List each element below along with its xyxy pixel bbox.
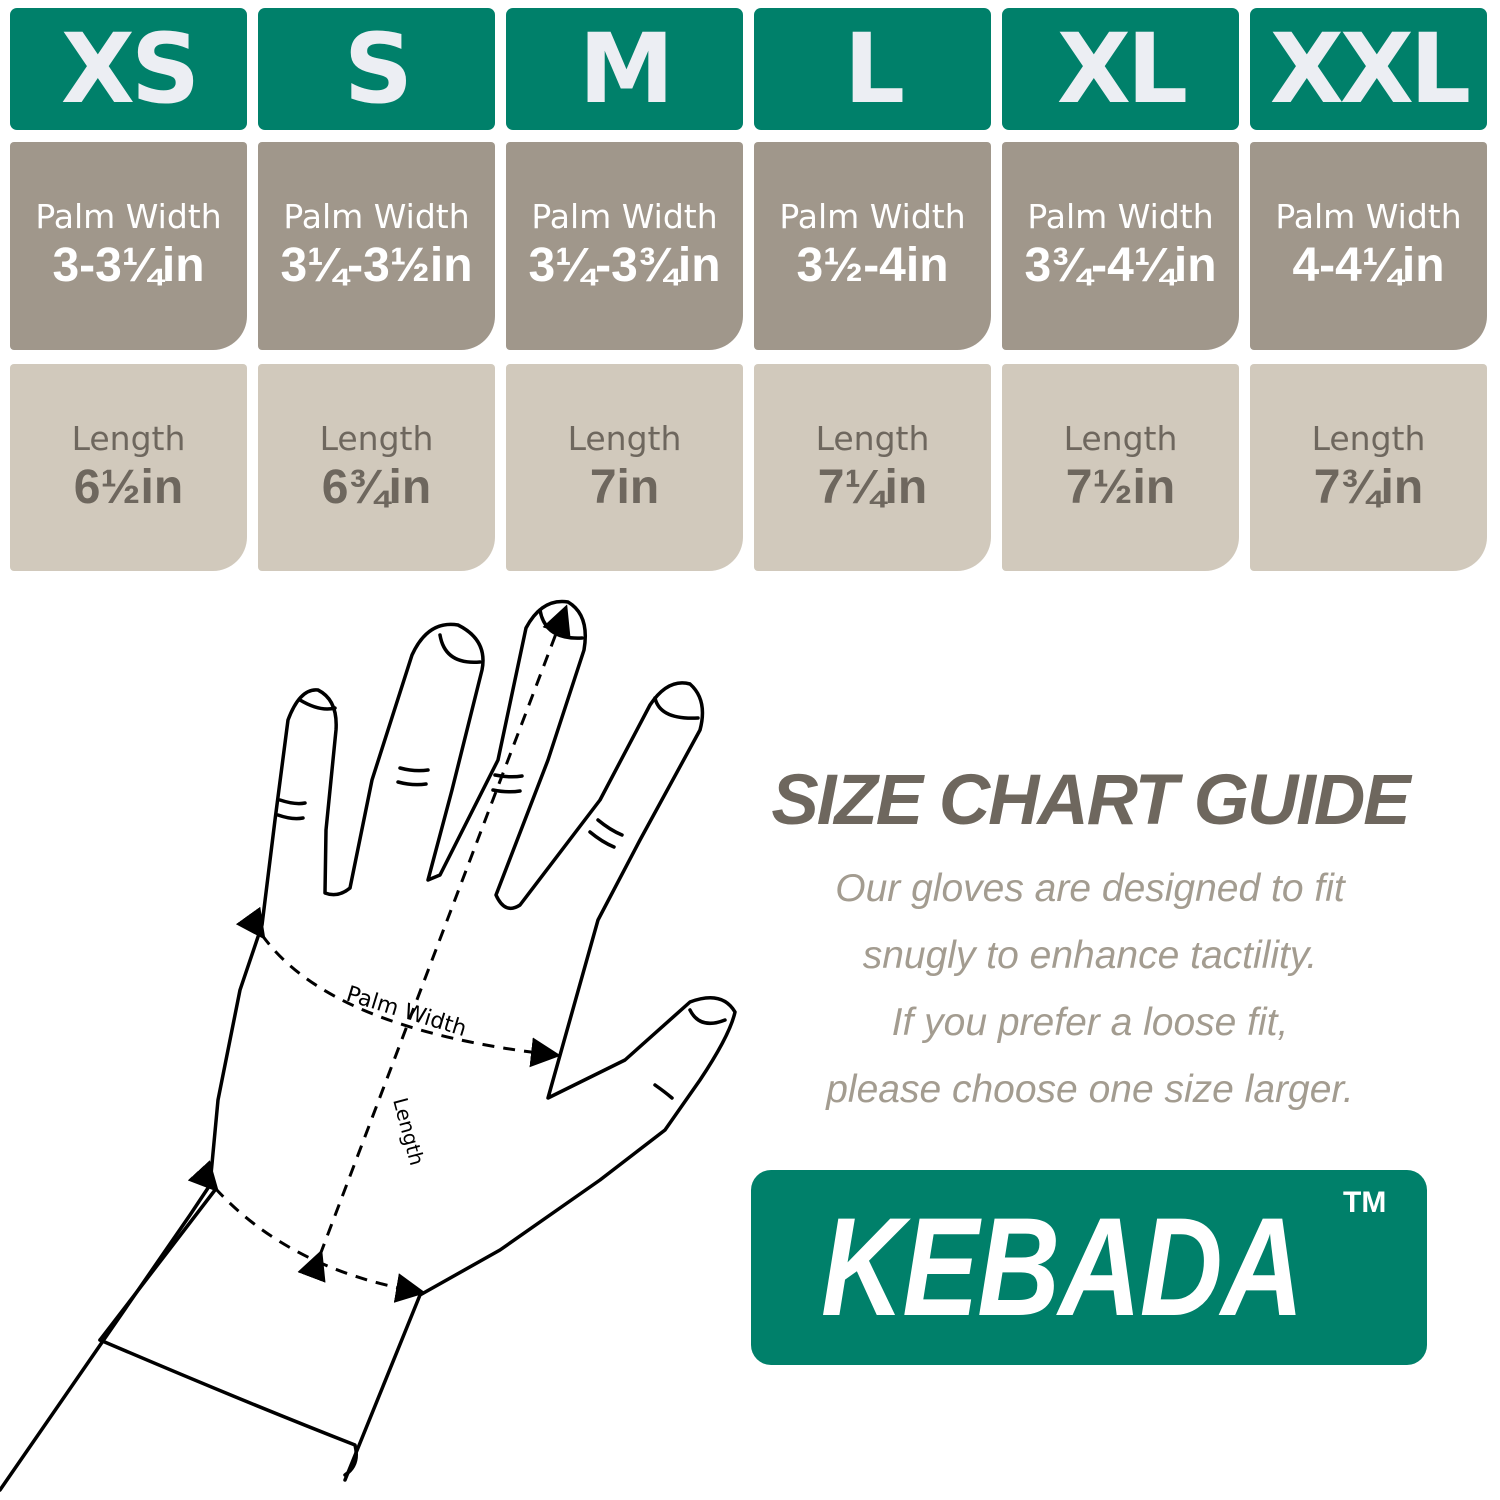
description-line: please choose one size larger. bbox=[826, 1068, 1354, 1111]
size-header: L bbox=[754, 8, 991, 130]
length-cell: Length 7¼in bbox=[754, 364, 991, 571]
length-cell: Length 6½in bbox=[10, 364, 247, 571]
length-cell: Length 7in bbox=[506, 364, 743, 571]
length-label: Length bbox=[1311, 418, 1426, 458]
length-cell: Length 7½in bbox=[1002, 364, 1239, 571]
palm-width-value: 4-4¼in bbox=[1292, 239, 1445, 292]
size-column-xl: XL Palm Width 3¾-4¼in Length 7½in bbox=[1002, 8, 1239, 571]
size-header: XS bbox=[10, 8, 247, 130]
length-value: 6¾in bbox=[321, 460, 432, 514]
palm-width-label: Palm Width bbox=[343, 982, 469, 1042]
size-column-s: S Palm Width 3¼-3½in Length 6¾in bbox=[258, 8, 495, 571]
palm-width-cell: Palm Width 4-4¼in bbox=[1250, 142, 1487, 350]
palm-width-label: Palm Width bbox=[1027, 197, 1214, 237]
palm-width-value: 3¼-3½in bbox=[280, 239, 473, 292]
page-title: SIZE CHART GUIDE bbox=[771, 761, 1410, 840]
length-arrow bbox=[297, 604, 571, 1283]
palm-width-arrow bbox=[235, 906, 561, 1068]
size-header: S bbox=[258, 8, 495, 130]
palm-width-cell: Palm Width 3¼-3½in bbox=[258, 142, 495, 350]
palm-width-value: 3-3¼in bbox=[52, 239, 205, 292]
palm-width-label: Palm Width bbox=[531, 197, 718, 237]
size-table: XS Palm Width 3-3¼in Length 6½in S Palm Wid… bbox=[10, 8, 1487, 571]
length-cell: Length 7¾in bbox=[1250, 364, 1487, 571]
description-line: Our gloves are designed to fit bbox=[835, 867, 1345, 910]
length-value: 7½in bbox=[1065, 460, 1176, 514]
measure-lines bbox=[187, 604, 571, 1303]
palm-width-label: Palm Width bbox=[1275, 197, 1462, 237]
palm-width-cell: Palm Width 3¼-3¾in bbox=[506, 142, 743, 350]
size-column-xs: XS Palm Width 3-3¼in Length 6½in bbox=[10, 8, 247, 571]
palm-width-cell: Palm Width 3-3¼in bbox=[10, 142, 247, 350]
palm-width-value: 3¾-4¼in bbox=[1024, 239, 1217, 292]
length-label: Length bbox=[71, 418, 186, 458]
length-label: Length bbox=[1063, 418, 1178, 458]
description-line: If you prefer a loose fit, bbox=[891, 1001, 1289, 1044]
description-line: snugly to enhance tactility. bbox=[862, 934, 1318, 977]
length-label: Length bbox=[319, 418, 434, 458]
brand-logo: KEBADA TM bbox=[751, 1170, 1427, 1365]
length-label: Length bbox=[567, 418, 682, 458]
length-label: Length bbox=[388, 1095, 429, 1168]
length-value: 7¼in bbox=[817, 460, 928, 514]
palm-width-cell: Palm Width 3¾-4¼in bbox=[1002, 142, 1239, 350]
palm-width-value: 3¼-3¾in bbox=[528, 239, 721, 292]
length-cell: Length 6¾in bbox=[258, 364, 495, 571]
palm-width-cell: Palm Width 3½-4in bbox=[754, 142, 991, 350]
trademark: TM bbox=[1343, 1186, 1387, 1219]
description: Our gloves are designed to fit snugly to… bbox=[770, 855, 1410, 1123]
length-value: 6½in bbox=[73, 460, 184, 514]
size-column-m: M Palm Width 3¼-3¾in Length 7in bbox=[506, 8, 743, 571]
hand-outline bbox=[0, 599, 737, 1492]
wrist-arrow bbox=[187, 1160, 426, 1303]
size-column-xxl: XXL Palm Width 4-4¼in Length 7¾in bbox=[1250, 8, 1487, 571]
length-value: 7in bbox=[589, 460, 660, 514]
length-value: 7¾in bbox=[1313, 460, 1424, 514]
size-header: XXL bbox=[1250, 8, 1487, 130]
brand-name: KEBADA bbox=[821, 1188, 1304, 1345]
palm-width-label: Palm Width bbox=[283, 197, 470, 237]
size-header: XL bbox=[1002, 8, 1239, 130]
size-column-l: L Palm Width 3½-4in Length 7¼in bbox=[754, 8, 991, 571]
size-header: M bbox=[506, 8, 743, 130]
palm-width-label: Palm Width bbox=[779, 197, 966, 237]
length-label: Length bbox=[815, 418, 930, 458]
palm-width-value: 3½-4in bbox=[796, 239, 949, 292]
palm-width-label: Palm Width bbox=[35, 197, 222, 237]
